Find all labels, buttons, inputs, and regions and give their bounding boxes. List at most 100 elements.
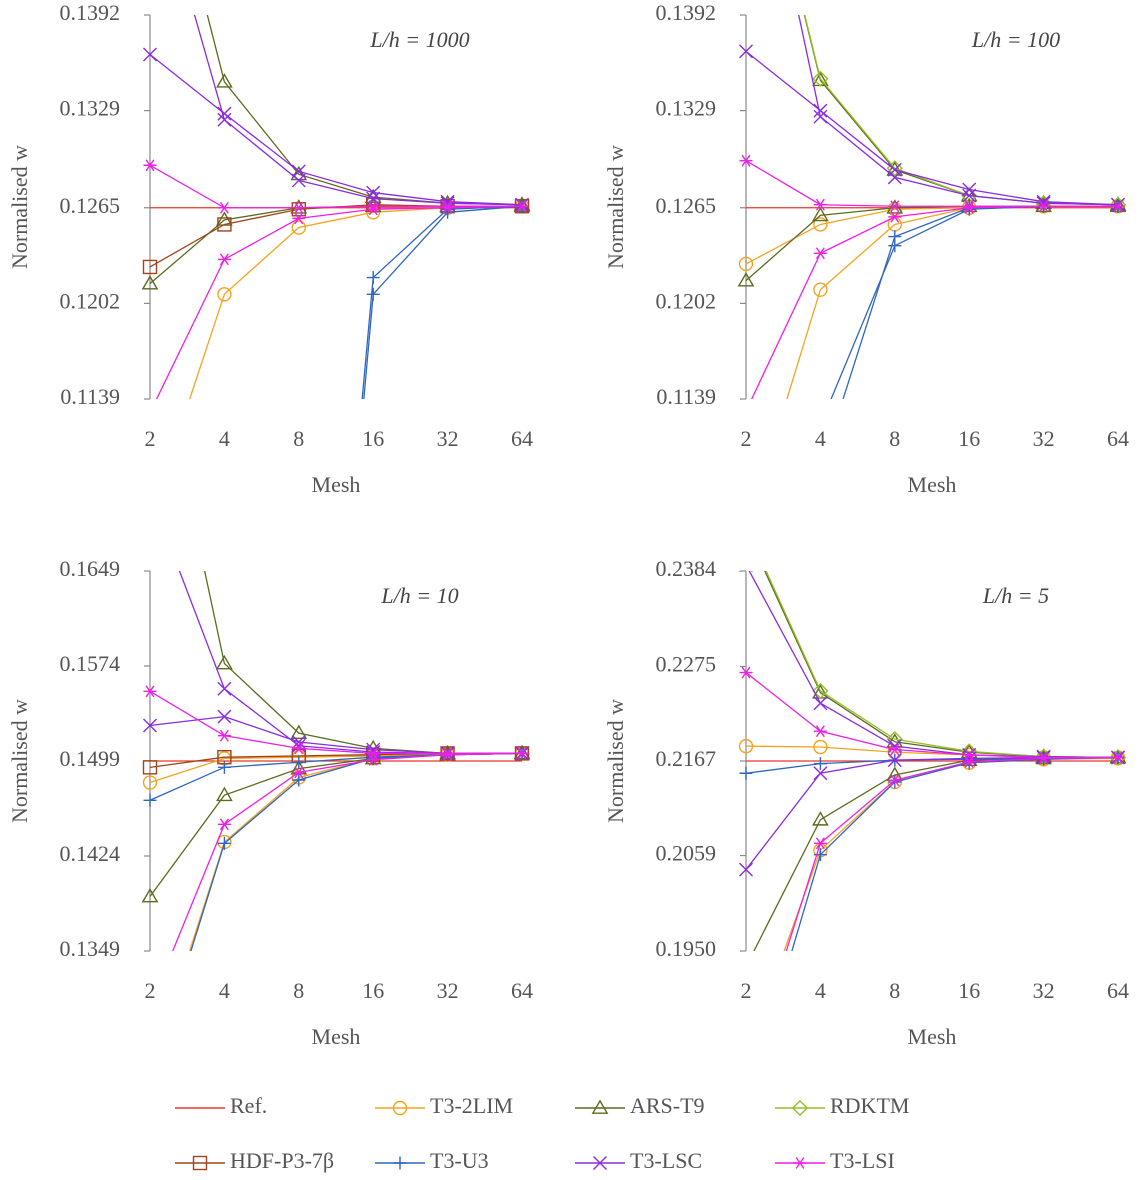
- marker: [593, 1156, 607, 1170]
- marker: [813, 725, 827, 738]
- marker: [366, 287, 380, 301]
- marker: [217, 818, 231, 831]
- marker: [812, 811, 829, 826]
- series-line: [745, 205, 1118, 282]
- subplot: 0.1139 0.1202 0.1265 0.1329 0.1392 2 4 8 16 32 64 M…: [603, 0, 1129, 539]
- marker: [292, 755, 306, 769]
- x-tick-label: 2: [741, 426, 752, 451]
- marker: [217, 253, 231, 266]
- x-tick-label: 4: [219, 978, 230, 1003]
- marker: [739, 571, 753, 572]
- marker: [813, 247, 827, 260]
- marker: [291, 173, 306, 188]
- legend-label: T3-LSI: [830, 1148, 895, 1173]
- marker: [739, 766, 753, 780]
- marker: [143, 793, 157, 807]
- series-line: [193, 15, 523, 206]
- x-tick-label: 32: [1033, 978, 1055, 1003]
- y-tick-label: 0.2384: [656, 556, 717, 581]
- marker: [739, 666, 753, 679]
- marker: [1036, 196, 1051, 211]
- x-tick-label: 32: [437, 426, 459, 451]
- marker: [143, 685, 157, 698]
- y-tick-label: 0.2275: [656, 651, 717, 676]
- x-tick-label: 8: [293, 978, 304, 1003]
- y-tick-label: 0.1265: [656, 193, 717, 218]
- series-line: [791, 756, 1119, 951]
- marker: [142, 760, 158, 775]
- marker: [441, 748, 455, 761]
- marker: [217, 112, 232, 127]
- series-line: [149, 164, 522, 209]
- series-line: [203, 571, 522, 755]
- series-line: [785, 756, 1119, 951]
- subplot: 0.1139 0.1202 0.1265 0.1329 0.1392 2 4 8 16 32 64 M…: [7, 0, 533, 1102]
- marker: [793, 1157, 807, 1169]
- marker: [217, 709, 232, 724]
- marker: [144, 1069, 157, 1082]
- marker: [813, 848, 827, 862]
- legend-label: T3-U3: [430, 1148, 489, 1173]
- marker: [740, 526, 753, 539]
- x-axis-label: Mesh: [312, 1024, 361, 1049]
- marker: [739, 960, 753, 972]
- x-tick-label: 2: [145, 426, 156, 451]
- marker: [393, 1156, 407, 1170]
- marker: [813, 766, 828, 781]
- marker: [141, 887, 159, 903]
- y-tick-label: 0.1392: [656, 0, 717, 25]
- x-tick-label: 64: [511, 978, 533, 1003]
- legend-label: T3-2LIM: [430, 1093, 513, 1118]
- marker: [144, 512, 157, 525]
- y-axis-label: Normalised w: [7, 699, 32, 823]
- marker: [813, 696, 828, 711]
- y-tick-label: 0.2059: [656, 841, 717, 866]
- marker: [292, 1089, 305, 1102]
- series-line: [745, 50, 1119, 206]
- marker: [291, 738, 306, 753]
- marker: [888, 239, 902, 253]
- y-tick-label: 0.1950: [656, 936, 717, 961]
- x-tick-label: 16: [958, 978, 980, 1003]
- marker: [1111, 197, 1125, 212]
- marker: [141, 275, 159, 290]
- marker: [144, 487, 157, 500]
- marker: [144, 407, 157, 418]
- x-tick-label: 2: [145, 978, 156, 1003]
- series-line: [361, 205, 523, 399]
- series-line: [753, 756, 1119, 951]
- marker: [888, 774, 902, 787]
- legend-label: HDF-P3-7β: [230, 1148, 334, 1173]
- y-tick-label: 0.1574: [60, 651, 121, 676]
- legend-label: Ref.: [230, 1093, 267, 1118]
- x-tick-label: 4: [815, 978, 826, 1003]
- marker: [962, 188, 977, 203]
- marker: [813, 198, 827, 211]
- series-line: [745, 160, 1118, 207]
- series-line: [783, 757, 1119, 951]
- marker: [515, 747, 529, 760]
- subplot-title: L/h = 100: [971, 27, 1060, 52]
- marker: [217, 681, 232, 696]
- y-tick-label: 0.1139: [60, 384, 120, 409]
- marker: [739, 44, 753, 59]
- marker: [813, 282, 828, 297]
- y-tick-label: 0.1424: [60, 841, 121, 866]
- marker: [441, 747, 455, 760]
- marker: [1111, 751, 1125, 764]
- marker: [290, 724, 308, 740]
- marker: [813, 103, 828, 118]
- marker: [812, 206, 829, 222]
- marker: [814, 464, 827, 477]
- marker: [217, 217, 232, 232]
- marker: [143, 159, 157, 172]
- marker: [962, 182, 977, 197]
- marker: [887, 753, 902, 768]
- y-tick-label: 0.1139: [656, 384, 716, 409]
- x-tick-label: 16: [362, 978, 384, 1003]
- marker: [217, 836, 231, 850]
- y-tick-label: 0.1265: [60, 193, 121, 218]
- marker: [813, 217, 828, 232]
- marker: [192, 1155, 208, 1171]
- y-axis-label: Normalised w: [603, 145, 628, 269]
